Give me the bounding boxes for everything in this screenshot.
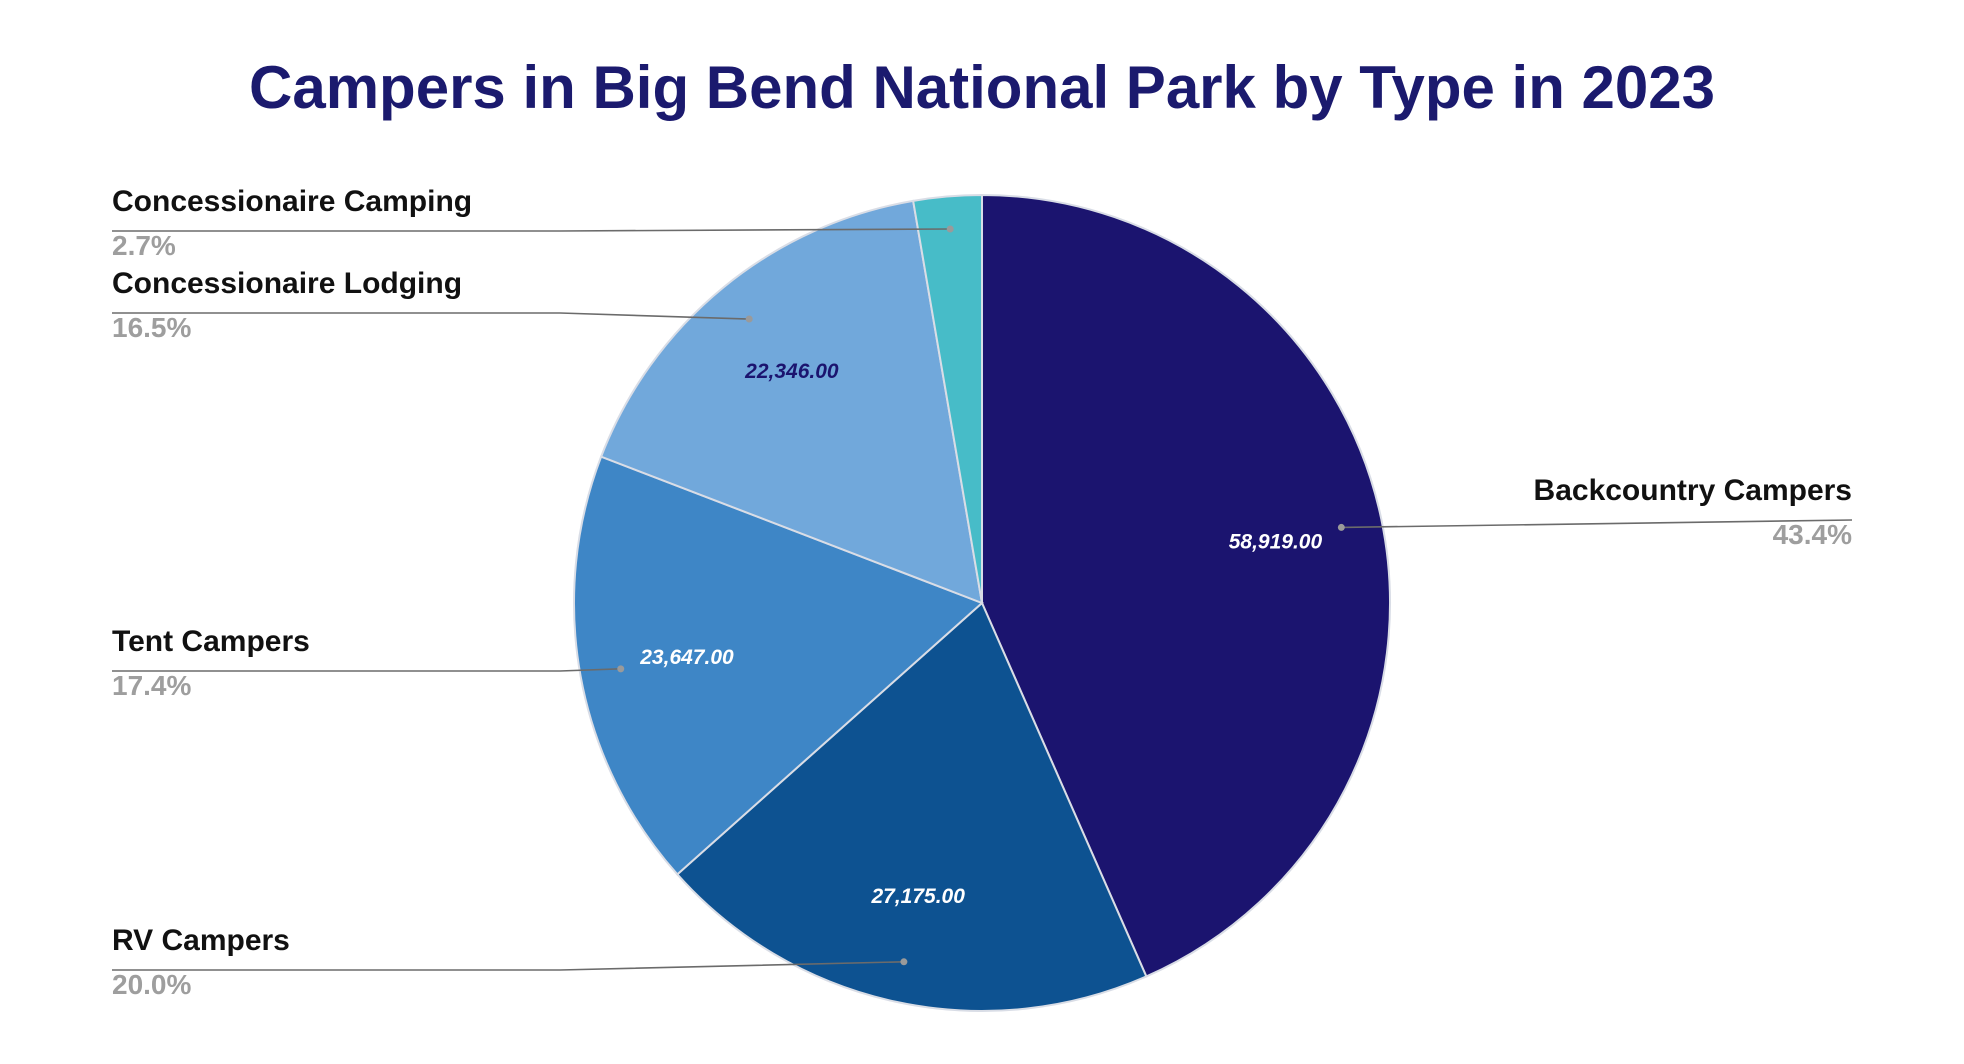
value-label-backcountry-campers: 58,919.00 (1229, 530, 1323, 553)
value-label-concessionaire-lodging: 22,346.00 (744, 360, 839, 383)
slice-percent-backcountry-campers: 43.4% (1773, 519, 1852, 550)
slice-labels: Backcountry Campers 43.4% RV Campers 20.0% T… (112, 185, 1852, 1000)
slice-label-backcountry-campers: Backcountry Campers (1534, 474, 1852, 507)
slice-label-concessionaire-lodging: Concessionaire Lodging (112, 267, 462, 300)
leader-line-rv-campers (112, 960, 904, 971)
slice-concessionaire-camping (911, 193, 983, 604)
slice-rv-campers (675, 601, 1148, 1012)
slice-percent-rv-campers: 20.0% (112, 969, 191, 1000)
value-labels: 58,919.00 27,175.00 23,647.00 22,346.00 (639, 360, 1322, 908)
leader-line-concessionaire-camping (112, 228, 951, 232)
leader-dot-concessionaire-camping (946, 225, 954, 233)
slice-tent-campers (573, 455, 984, 876)
leader-lines (112, 225, 1853, 971)
leader-dot-concessionaire-lodging (745, 315, 753, 323)
slice-backcountry-campers (981, 193, 1391, 978)
slice-label-concessionaire-camping: Concessionaire Camping (112, 185, 472, 218)
slice-label-tent-campers: Tent Campers (112, 625, 310, 658)
value-label-tent-campers: 23,647.00 (639, 646, 734, 669)
value-label-rv-campers: 27,175.00 (870, 885, 965, 908)
pie-slices (573, 193, 1391, 1012)
leader-dot-rv-campers (900, 958, 908, 966)
leader-line-tent-campers (112, 668, 621, 672)
leader-line-backcountry-campers (1341, 519, 1853, 529)
slice-percent-concessionaire-lodging: 16.5% (112, 312, 191, 343)
leader-dot-tent-campers (617, 665, 625, 673)
slice-percent-concessionaire-camping: 2.7% (112, 230, 176, 261)
leader-line-concessionaire-lodging (112, 312, 750, 320)
chart-title: Campers in Big Bend National Park by Typ… (249, 54, 1715, 121)
slice-concessionaire-lodging (599, 199, 984, 605)
slice-percent-tent-campers: 17.4% (112, 670, 191, 701)
leader-dot-backcountry-campers (1337, 523, 1345, 531)
slice-label-rv-campers: RV Campers (112, 924, 290, 957)
